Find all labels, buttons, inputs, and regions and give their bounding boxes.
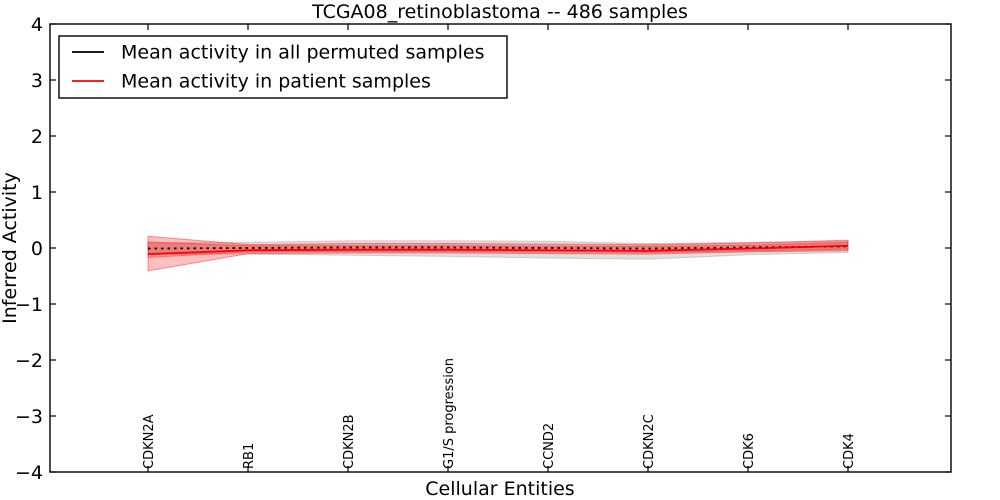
x-category-label: CDKN2B — [342, 414, 357, 469]
legend: Mean activity in all permuted samples Mea… — [58, 35, 508, 99]
x-category-labels: CDKN2A RB1 CDKN2B G1/S progression CCND2 CDKN… — [142, 358, 857, 469]
y-tick-label: −2 — [15, 350, 43, 372]
x-axis-label: Cellular Entities — [425, 478, 574, 500]
chart-title: TCGA08_retinoblastoma -- 486 samples — [311, 1, 688, 23]
confidence-bands — [147, 235, 849, 272]
y-tick-label: 2 — [31, 126, 43, 148]
legend-label-1: Mean activity in patient samples — [121, 71, 431, 93]
legend-label-0: Mean activity in all permuted samples — [121, 42, 484, 64]
y-axis-label: Inferred Activity — [0, 172, 21, 324]
x-category-label: G1/S progression — [442, 358, 457, 469]
y-tick-labels: 4 3 2 1 0 −1 −2 −3 −4 — [15, 14, 43, 484]
y-tick-label: −1 — [15, 294, 43, 316]
patient-std-band-outer — [147, 235, 849, 272]
y-tick-label: 4 — [31, 14, 43, 36]
y-tick-label: 0 — [31, 238, 43, 260]
x-category-label: CCND2 — [542, 423, 557, 469]
y-tick-label: 1 — [31, 182, 43, 204]
y-tick-label: −3 — [15, 406, 43, 428]
legend-frame — [58, 35, 508, 99]
x-category-label: CDK4 — [842, 433, 857, 469]
series-lines — [147, 244, 849, 256]
y-tick-label: 3 — [31, 70, 43, 92]
x-category-label: RB1 — [242, 443, 257, 469]
y-tick-label: −4 — [15, 462, 43, 484]
x-category-label: CDKN2C — [642, 414, 657, 469]
axis-ticks — [50, 23, 951, 473]
x-category-label: CDKN2A — [142, 414, 157, 469]
series-line-1 — [147, 244, 849, 256]
x-category-label: CDK6 — [742, 433, 757, 469]
